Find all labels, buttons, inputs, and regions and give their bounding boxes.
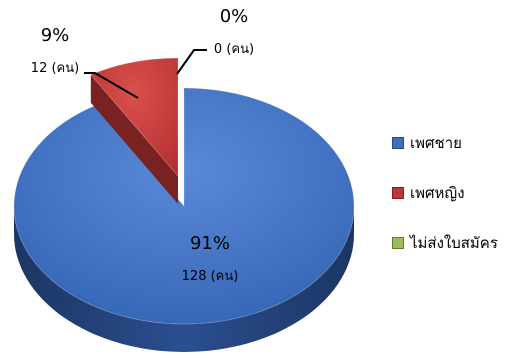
legend-item-not-submitted: ไม่ส่งใบสมัคร (392, 233, 498, 253)
pie-slice-face-female-0 (90, 74, 178, 205)
legend-label-female: เพศหญิง (410, 184, 465, 202)
pie-slice-top-female (90, 57, 179, 178)
legend-label-male: เพศชาย (410, 134, 462, 152)
legend-swatch-male (392, 137, 404, 149)
legend-label-not-submitted: ไม่ส่งใบสมัคร (410, 234, 498, 252)
leader-line-female (84, 72, 139, 99)
data-label-percent-not-submitted: 0% (220, 6, 249, 27)
leader-line-not-submitted (176, 49, 207, 75)
data-label-count-not-submitted: 0 (คน) (214, 42, 254, 57)
data-label-count-male: 128 (คน) (182, 269, 239, 284)
data-label-count-female: 12 (คน) (31, 61, 79, 76)
legend-swatch-female (392, 187, 404, 199)
data-label-percent-male: 91% (190, 233, 230, 254)
legend-item-female: เพศหญิง (392, 183, 498, 203)
legend-swatch-not-submitted (392, 237, 404, 249)
pie-slice-female (90, 57, 179, 205)
pie-slice-top-male (13, 87, 355, 325)
pie-slice-side-male (14, 206, 354, 352)
legend-item-male: เพศชาย (392, 133, 498, 153)
data-label-percent-female: 9% (41, 25, 70, 46)
pie-slice-male (13, 87, 355, 352)
legend: เพศชาย เพศหญิง ไม่ส่งใบสมัคร (392, 133, 498, 253)
